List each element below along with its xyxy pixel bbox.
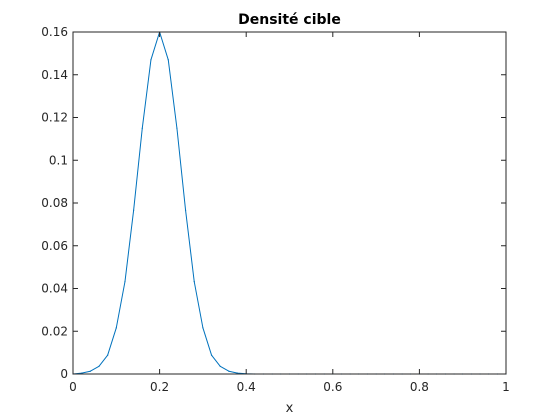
- x-tick-label: 0.6: [323, 380, 342, 394]
- plot-area: [73, 32, 506, 374]
- ticks-layer: 0 0.2 0.4 0.6 0.8 1 0 0.02 0.04 0.06 0.08 0.1 0.12 0.…: [41, 25, 510, 394]
- data-point: [176, 127, 178, 129]
- x-tick-label: 1: [502, 380, 510, 394]
- data-point: [236, 372, 239, 374]
- data-point: [193, 281, 195, 283]
- x-axis-label: x: [286, 401, 294, 416]
- x-tick-label: 0.4: [237, 380, 256, 394]
- y-tick-label: 0.08: [41, 196, 68, 210]
- data-point: [124, 281, 126, 283]
- y-tick-label: 0.16: [41, 25, 68, 39]
- x-tick-label: 0: [69, 380, 77, 394]
- y-tick-label: 0.12: [41, 111, 68, 125]
- data-point: [184, 209, 187, 211]
- data-point: [150, 59, 152, 61]
- data-point: [98, 365, 100, 367]
- data-point: [202, 327, 204, 329]
- data-point: [107, 354, 109, 356]
- data-point: [133, 209, 135, 211]
- y-tick-label: 0: [60, 367, 68, 381]
- data-point: [81, 372, 83, 374]
- data-point: [115, 327, 117, 329]
- data-point: [228, 370, 230, 372]
- y-tick-label: 0.14: [41, 68, 68, 82]
- y-tick-label: 0.1: [49, 153, 68, 167]
- y-tick-label: 0.04: [41, 282, 68, 296]
- data-point: [89, 370, 91, 372]
- x-tick-label: 0.8: [410, 380, 429, 394]
- axes-box: [72, 31, 507, 375]
- y-tick-label: 0.06: [41, 239, 68, 253]
- y-tick-label: 0.02: [41, 324, 68, 338]
- data-point: [219, 365, 221, 367]
- data-point: [141, 127, 143, 129]
- data-point: [167, 59, 169, 61]
- data-point: [210, 354, 213, 356]
- chart-title: Densité cible: [238, 12, 341, 28]
- x-tick-label: 0.2: [150, 380, 169, 394]
